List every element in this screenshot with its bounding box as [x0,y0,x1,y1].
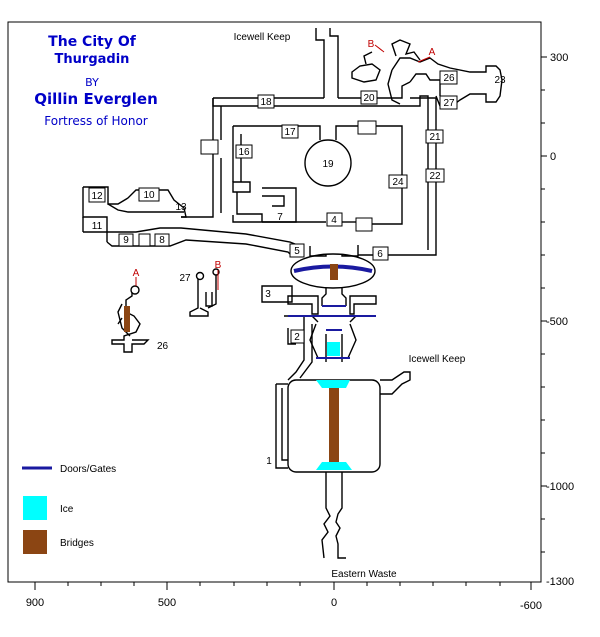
room-4: 4 [331,215,337,226]
room-labels: 18 20 17 16 19 21 22 24 26 27 23 4 7 5 6… [88,70,506,467]
y-tick-neg1300: -1300 [546,576,574,588]
room-12: 12 [91,191,103,202]
room-16: 18 [260,97,272,108]
room-19: 21 [429,132,441,143]
room-27: 27 [179,273,191,284]
legend-bridges: Bridges [60,538,94,549]
room-6: 6 [377,249,383,260]
room-1: 1 [266,456,272,467]
room-9: 9 [123,235,129,246]
bridge-oval [330,264,338,280]
room-21: 23 [494,75,506,86]
bridge-west [124,306,130,332]
room-3: 3 [265,289,271,300]
x-tick-0: 0 [331,597,337,609]
y-tick-300: 300 [550,52,568,64]
bridge-hall [329,388,339,462]
icewell-keep-right: Icewell Keep [409,354,466,365]
x-tick-900: 900 [26,597,44,609]
icewell-keep-top: Icewell Keep [234,32,291,43]
room-2: 2 [294,332,300,343]
room-22: 24 [392,177,404,188]
ice-north [316,380,350,388]
legend-bridge-swatch [23,530,47,554]
x-axis: 900 500 0 -600 [8,581,542,612]
room-24: 27 [443,98,455,109]
room-7: 7 [277,212,283,223]
title-line2: Thurgadin [55,52,130,67]
title-by: BY [85,76,99,89]
marker-b-north: B [368,39,375,50]
ice-south [316,462,352,470]
room-23: 26 [443,73,455,84]
room-10: 10 [143,190,155,201]
room-18: 20 [363,93,375,104]
ice-chamber [327,342,340,356]
room-20: 22 [429,171,441,182]
y-tick-neg1000: -1000 [546,481,574,493]
x-tick-neg600: -600 [520,600,542,612]
title-line1: The City Of [48,34,137,50]
legend-ice-swatch [23,496,47,520]
room-26: 26 [157,341,169,352]
eastern-waste: Eastern Waste [331,569,397,580]
room-15: 17 [284,127,296,138]
room-8: 8 [159,235,165,246]
x-tick-500: 500 [158,597,176,609]
room-14: 16 [238,147,250,158]
y-axis: 300 0 -500 -1000 -1300 [540,22,574,588]
author-name: Qillin Everglen [34,90,158,108]
room-11: 11 [92,221,103,232]
legend-ice: Ice [60,504,74,515]
legend-doors: Doors/Gates [60,464,116,475]
subtitle: Fortress of Honor [44,114,148,128]
room-5: 5 [294,246,300,257]
y-tick-neg500: -500 [546,316,568,328]
marker-a-north: A [429,47,436,58]
y-tick-0: 0 [550,151,556,163]
marker-b-west: B [215,260,222,271]
room-17-hall [304,139,352,187]
room-17: 19 [322,159,334,170]
room-13: 13 [175,202,187,213]
marker-a-west: A [133,268,140,279]
